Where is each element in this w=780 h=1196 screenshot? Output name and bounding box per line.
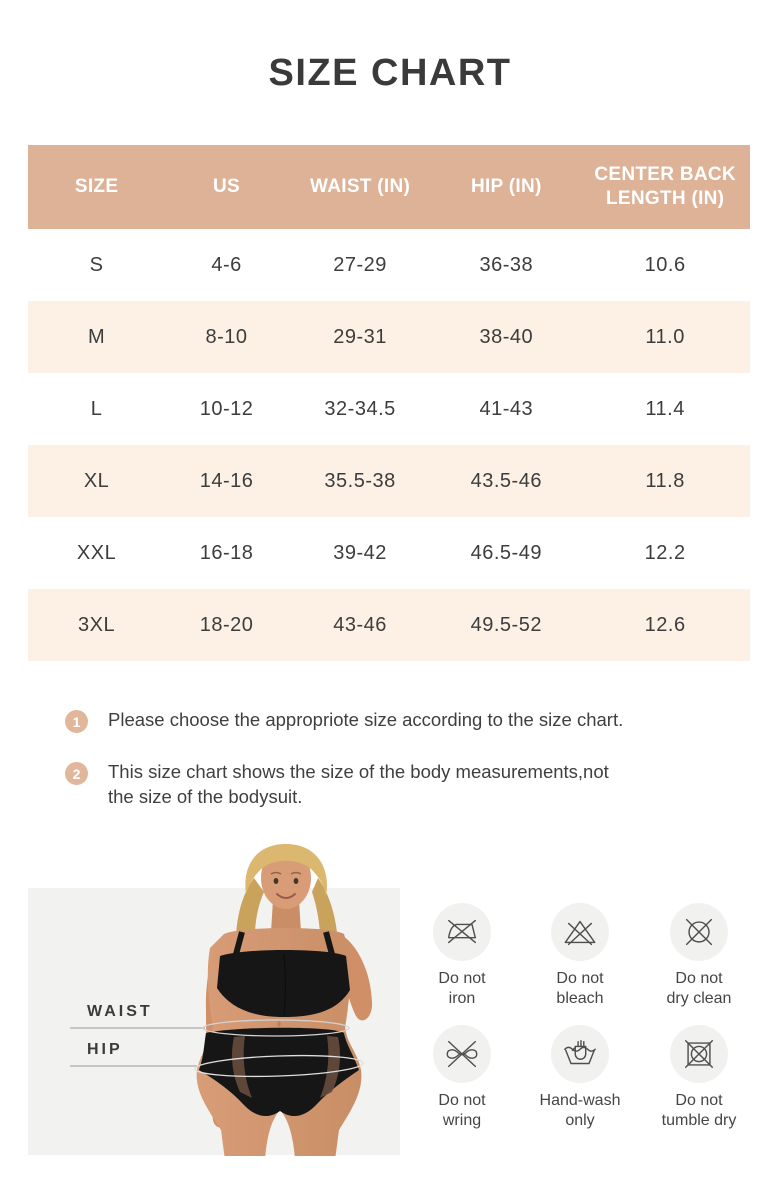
hand-wash-only-icon — [564, 1040, 596, 1065]
cell-size: S — [89, 253, 104, 276]
model-photo — [28, 844, 400, 1156]
do-not-bleach-icon — [564, 920, 596, 946]
care-label: Do not tumble dry — [661, 1092, 737, 1129]
waist-tape-ellipse — [202, 1019, 350, 1037]
cell-hip: 41-43 — [479, 397, 534, 420]
cell-us: 14-16 — [199, 469, 254, 492]
care-item-hand-wash-only: Hand-wash only — [524, 1025, 636, 1130]
cell-waist: 27-29 — [333, 253, 387, 276]
care-instructions: Do not iron Do not bleach Do not dry cle… — [400, 903, 772, 1130]
size-table-header-row: SIZE US WAIST (IN) HIP (IN) CENTER BACK … — [28, 145, 750, 229]
size-table: SIZE US WAIST (IN) HIP (IN) CENTER BACK … — [28, 145, 750, 661]
table-row-3xl: 3XL 18-20 43-46 49.5-52 12.6 — [28, 589, 750, 661]
note-text: Please choose the appropriote size accor… — [108, 709, 624, 730]
page-title: SIZE CHART — [268, 52, 512, 94]
care-item-do-not-wring: Do not wring — [400, 1025, 524, 1130]
cell-us: 4-6 — [211, 253, 242, 276]
note-text: This size chart shows the size of the bo… — [108, 761, 609, 807]
column-header-size: SIZE — [74, 176, 119, 198]
cell-us: 8-10 — [205, 325, 248, 348]
care-label: Do not dry clean — [666, 970, 732, 1007]
column-header-center-back-length: CENTER BACK LENGTH (IN) — [594, 164, 736, 209]
cell-center-back-length: 11.0 — [645, 325, 685, 348]
column-header-us: US — [213, 176, 241, 198]
note-number-badge: 1 — [65, 710, 88, 733]
hip-measurement-label: HIP — [87, 1041, 123, 1058]
care-item-do-not-dry-clean: Do not dry clean — [636, 903, 762, 1008]
table-row-s: S 4-6 27-29 36-38 10.6 — [28, 229, 750, 301]
cell-waist: 32-34.5 — [324, 397, 396, 420]
cell-size: XXL — [76, 541, 117, 564]
care-item-do-not-iron: Do not iron — [400, 903, 524, 1008]
cell-hip: 49.5-52 — [470, 613, 542, 636]
do-not-wring-icon — [446, 1040, 478, 1068]
care-label: Do not bleach — [556, 970, 604, 1007]
cell-us: 10-12 — [199, 397, 254, 420]
care-label: Do not iron — [438, 970, 486, 1007]
cell-size: L — [90, 397, 103, 420]
care-label: Hand-wash only — [539, 1092, 621, 1129]
cell-us: 18-20 — [199, 613, 254, 636]
care-label: Do not wring — [438, 1092, 486, 1129]
cell-center-back-length: 11.4 — [645, 397, 685, 420]
notes-section: 1 Please choose the appropriote size acc… — [65, 708, 755, 837]
cell-waist: 35.5-38 — [324, 469, 396, 492]
cell-center-back-length: 10.6 — [644, 253, 686, 276]
do-not-dry-clean-icon — [685, 918, 713, 946]
hip-tape-ellipse — [194, 1054, 364, 1078]
do-not-iron-icon — [447, 919, 477, 944]
cell-size: 3XL — [78, 613, 116, 636]
cell-waist: 39-42 — [333, 541, 387, 564]
cell-hip: 36-38 — [479, 253, 534, 276]
cell-size: XL — [83, 469, 110, 492]
note-item-2: 2 This size chart shows the size of the … — [65, 760, 755, 810]
cell-waist: 29-31 — [333, 325, 387, 348]
note-number-badge: 2 — [65, 762, 88, 785]
table-row-m: M 8-10 29-31 38-40 11.0 — [28, 301, 750, 373]
table-row-l: L 10-12 32-34.5 41-43 11.4 — [28, 373, 750, 445]
cell-size: M — [88, 325, 106, 348]
care-item-do-not-tumble-dry: Do not tumble dry — [636, 1025, 762, 1130]
care-item-do-not-bleach: Do not bleach — [524, 903, 636, 1008]
note-item-1: 1 Please choose the appropriote size acc… — [65, 708, 755, 733]
cell-center-back-length: 12.6 — [644, 613, 686, 636]
cell-waist: 43-46 — [333, 613, 387, 636]
waist-measurement-label: WAIST — [87, 1003, 153, 1020]
cell-hip: 38-40 — [479, 325, 534, 348]
cell-hip: 43.5-46 — [470, 469, 542, 492]
table-row-xl: XL 14-16 35.5-38 43.5-46 11.8 — [28, 445, 750, 517]
cell-center-back-length: 11.8 — [645, 469, 685, 492]
column-header-hip: HIP (IN) — [470, 176, 542, 198]
do-not-tumble-dry-icon — [684, 1040, 714, 1069]
column-header-waist: WAIST (IN) — [310, 176, 411, 198]
cell-hip: 46.5-49 — [470, 541, 542, 564]
cell-us: 16-18 — [199, 541, 254, 564]
table-row-xxl: XXL 16-18 39-42 46.5-49 12.2 — [28, 517, 750, 589]
cell-center-back-length: 12.2 — [644, 541, 686, 564]
